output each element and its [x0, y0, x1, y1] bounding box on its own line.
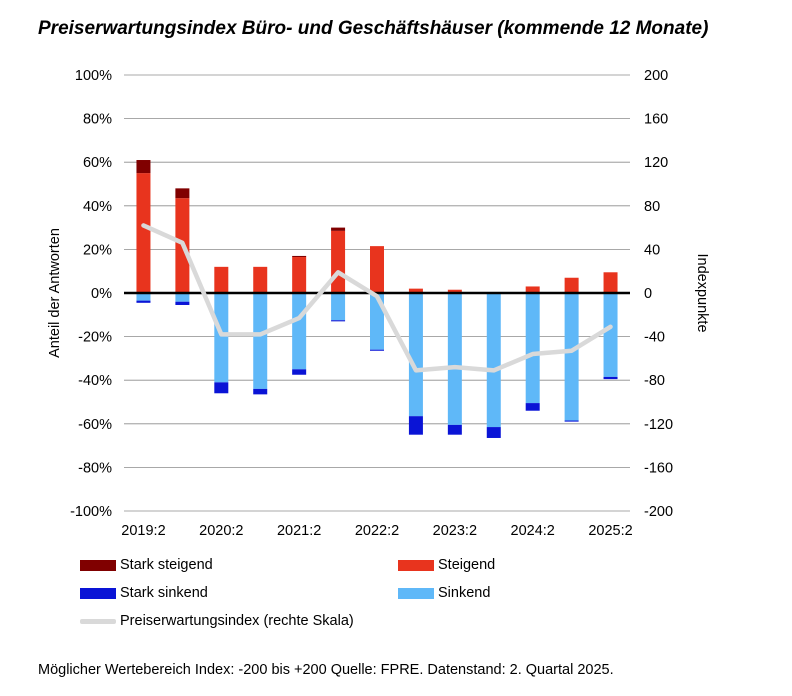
bar-stark-steigend — [292, 255, 307, 258]
bar-steigend — [603, 272, 618, 293]
bar-sinkend — [603, 293, 618, 377]
legend-swatch-index — [80, 618, 116, 624]
bar-stark-steigend — [136, 160, 151, 174]
y-tick-label: -20% — [78, 330, 112, 346]
y2-tick-label: -160 — [644, 460, 673, 476]
x-tick-label: 2021:2 — [277, 523, 321, 539]
bar-steigend — [331, 230, 346, 293]
y-axis-label: Anteil der Antworten — [47, 228, 63, 358]
bar-stark-sinkend — [292, 369, 307, 375]
bar-stark-steigend — [175, 188, 190, 199]
legend-label-index: Preiserwartungsindex (rechte Skala) — [120, 613, 354, 629]
bar-steigend — [564, 277, 579, 293]
bar-steigend — [408, 288, 423, 293]
index-line — [141, 223, 613, 373]
legend-label-sinkend: Sinkend — [438, 585, 491, 601]
bar-sinkend — [408, 293, 423, 417]
legend-swatch-stark-steigend — [80, 559, 116, 571]
bar-sinkend — [292, 293, 307, 370]
bar-steigend — [214, 266, 229, 293]
y2-tick-label: 160 — [644, 112, 668, 128]
bar-stark-sinkend — [486, 427, 501, 438]
x-tick-label: 2024:2 — [511, 523, 555, 539]
y2-tick-label: -120 — [644, 417, 673, 433]
bar-stark-sinkend — [214, 382, 229, 394]
x-tick-label: 2023:2 — [433, 523, 477, 539]
y-tick-label: 100% — [75, 68, 112, 84]
footer-note: Möglicher Wertebereich Index: -200 bis +… — [38, 662, 614, 678]
chart-title: Preiserwartungsindex Büro- und Geschäfts… — [38, 18, 709, 39]
bar-stark-sinkend — [253, 388, 268, 395]
bar-stark-sinkend — [525, 403, 540, 411]
legend-swatch-sinkend — [398, 587, 434, 599]
y-tick-label: -60% — [78, 417, 112, 433]
y-tick-label: -80% — [78, 460, 112, 476]
bar-stark-sinkend — [564, 420, 579, 422]
bar-steigend — [370, 246, 384, 293]
y2-tick-label: -40 — [644, 330, 665, 346]
bar-steigend — [525, 286, 540, 293]
legend-item-index: Preiserwartungsindex (rechte Skala) — [80, 611, 354, 631]
bar-stark-sinkend — [136, 300, 151, 303]
legend-item-steigend: Steigend — [398, 555, 495, 575]
y-tick-label: -40% — [78, 373, 112, 389]
bar-sinkend — [136, 293, 151, 301]
y2-tick-label: 120 — [644, 155, 668, 171]
bar-sinkend — [253, 293, 268, 389]
bar-steigend — [136, 173, 151, 293]
bar-stark-steigend — [331, 227, 346, 231]
bar-sinkend — [486, 293, 501, 428]
bar-sinkend — [525, 293, 540, 404]
y-tick-label: 40% — [83, 199, 112, 215]
bar-steigend — [253, 266, 268, 293]
bar-steigend — [292, 257, 307, 293]
y-tick-label: 0% — [91, 286, 112, 302]
legend-swatch-steigend — [398, 559, 434, 571]
axis-labels: 100% 80% 60% 40% 20% 0% -20% -40% -60% -80% -100% 2… — [70, 68, 673, 539]
x-tick-label: 2020:2 — [199, 523, 243, 539]
bar-sinkend — [214, 293, 229, 383]
x-tick-label: 2022:2 — [355, 523, 399, 539]
bar-stark-sinkend — [447, 424, 462, 435]
y2-tick-label: 0 — [644, 286, 652, 302]
bar-stark-sinkend — [331, 320, 346, 322]
y2-tick-label: -80 — [644, 373, 665, 389]
legend-item-stark-sinkend: Stark sinkend — [80, 583, 208, 603]
legend-item-stark-steigend: Stark steigend — [80, 555, 213, 575]
bar-stark-sinkend — [408, 416, 423, 435]
legend-label-stark-sinkend: Stark sinkend — [120, 585, 208, 601]
y2-tick-label: 200 — [644, 68, 668, 84]
bar-sinkend — [447, 293, 462, 425]
y2-axis-label: Indexpunkte — [694, 253, 710, 332]
bar-sinkend — [564, 293, 579, 421]
bar-sinkend — [175, 293, 190, 302]
bar-stark-sinkend — [175, 301, 190, 305]
legend-label-steigend: Steigend — [438, 557, 496, 573]
y2-tick-label: -200 — [644, 504, 673, 520]
y-tick-label: -100% — [70, 504, 112, 520]
y-tick-label: 80% — [83, 112, 112, 128]
legend-label-stark-steigend: Stark steigend — [120, 557, 213, 573]
bars — [136, 160, 618, 438]
y-tick-label: 20% — [83, 242, 112, 258]
y2-tick-label: 80 — [644, 199, 660, 215]
bar-stark-sinkend — [603, 376, 618, 380]
y2-tick-label: 40 — [644, 242, 660, 258]
bar-sinkend — [331, 293, 346, 321]
legend-item-sinkend: Sinkend — [398, 583, 490, 603]
bar-stark-sinkend — [370, 349, 384, 351]
x-tick-label: 2019:2 — [121, 523, 165, 539]
bar-steigend — [447, 289, 462, 293]
legend-swatch-stark-sinkend — [80, 587, 116, 599]
x-tick-label: 2025:2 — [588, 523, 632, 539]
y-tick-label: 60% — [83, 155, 112, 171]
